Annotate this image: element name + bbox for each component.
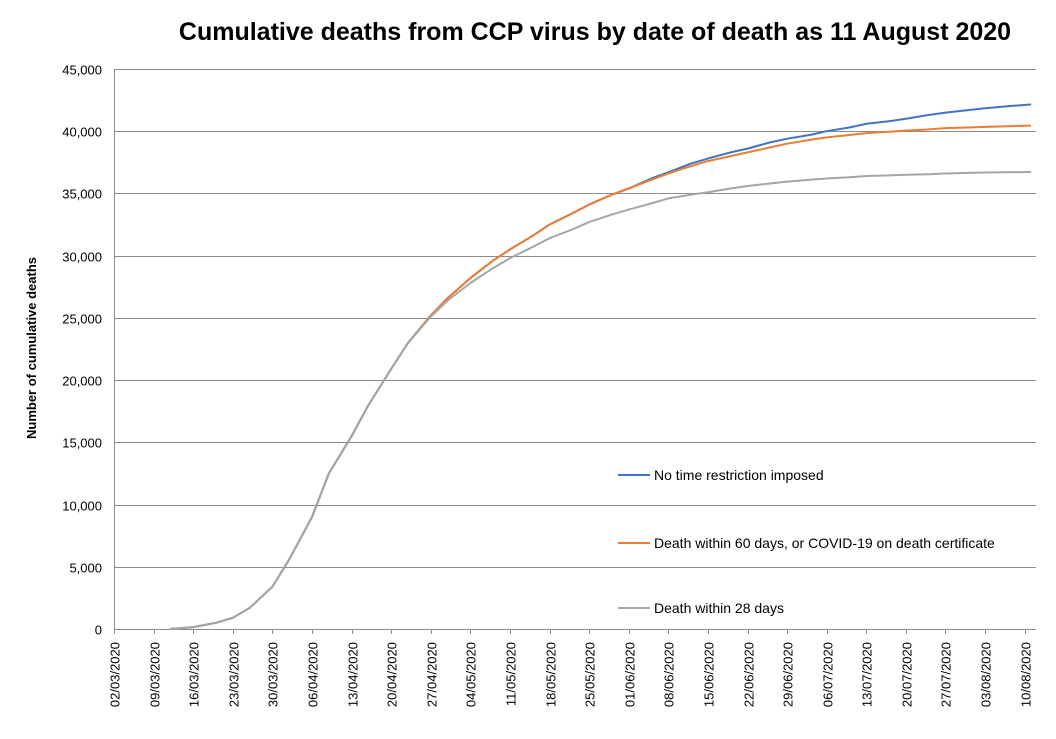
x-tick-label: 06/07/2020 xyxy=(821,642,836,707)
x-tick-label: 29/06/2020 xyxy=(781,642,796,707)
x-tick-label: 25/05/2020 xyxy=(583,642,598,707)
x-tick-label: 13/07/2020 xyxy=(860,642,875,707)
series-lines xyxy=(169,103,1032,630)
series-line-2 xyxy=(169,124,1032,630)
x-tick-label: 16/03/2020 xyxy=(187,642,202,707)
x-tick-label: 06/04/2020 xyxy=(306,642,321,707)
y-tick-label: 40,000 xyxy=(62,125,102,140)
x-tick-label: 13/04/2020 xyxy=(346,642,361,707)
y-tick-label: 15,000 xyxy=(62,436,102,451)
x-tick-label: 02/03/2020 xyxy=(108,642,123,707)
x-tick-label: 23/03/2020 xyxy=(227,642,242,707)
x-tick-label: 18/05/2020 xyxy=(544,642,559,707)
axes: 0 5,000 10,000 15,000 20,000 25,000 30,000 35,0… xyxy=(62,63,1033,708)
x-tick-label: 15/06/2020 xyxy=(702,642,717,707)
x-tick-label: 01/06/2020 xyxy=(623,642,638,707)
x-tick-label: 20/07/2020 xyxy=(900,642,915,707)
y-tick-label: 30,000 xyxy=(62,250,102,265)
x-tick-label: 08/06/2020 xyxy=(662,642,677,707)
x-tick-label: 04/05/2020 xyxy=(464,642,479,707)
x-tick-label: 27/07/2020 xyxy=(939,642,954,707)
x-tick-label: 09/03/2020 xyxy=(148,642,163,707)
y-tick-label: 0 xyxy=(95,623,102,638)
y-tick-label: 45,000 xyxy=(62,63,102,78)
x-tick-label: 20/04/2020 xyxy=(385,642,400,707)
legend: No time restriction imposed Death within … xyxy=(618,467,995,616)
series-line-3 xyxy=(169,171,1032,630)
x-tick-label: 10/08/2020 xyxy=(1019,642,1034,707)
x-tick-label: 30/03/2020 xyxy=(266,642,281,707)
chart-title: Cumulative deaths from CCP virus by date… xyxy=(179,18,1011,46)
legend-label-1: No time restriction imposed xyxy=(654,467,824,483)
y-axis-label: Number of cumulative deaths xyxy=(24,257,39,439)
x-tick-label: 03/08/2020 xyxy=(979,642,994,707)
y-tick-label: 5,000 xyxy=(69,561,102,576)
y-tick-label: 20,000 xyxy=(62,374,102,389)
legend-label-2: Death within 60 days, or COVID-19 on dea… xyxy=(654,535,995,551)
y-tick-label: 10,000 xyxy=(62,499,102,514)
y-tick-label: 35,000 xyxy=(62,187,102,202)
x-tick-label: 11/05/2020 xyxy=(504,642,519,706)
legend-label-3: Death within 28 days xyxy=(654,600,784,616)
gridlines xyxy=(114,69,1036,630)
x-tick-label: 22/06/2020 xyxy=(742,642,757,707)
x-tick-label: 27/04/2020 xyxy=(425,642,440,707)
y-tick-label: 25,000 xyxy=(62,312,102,327)
